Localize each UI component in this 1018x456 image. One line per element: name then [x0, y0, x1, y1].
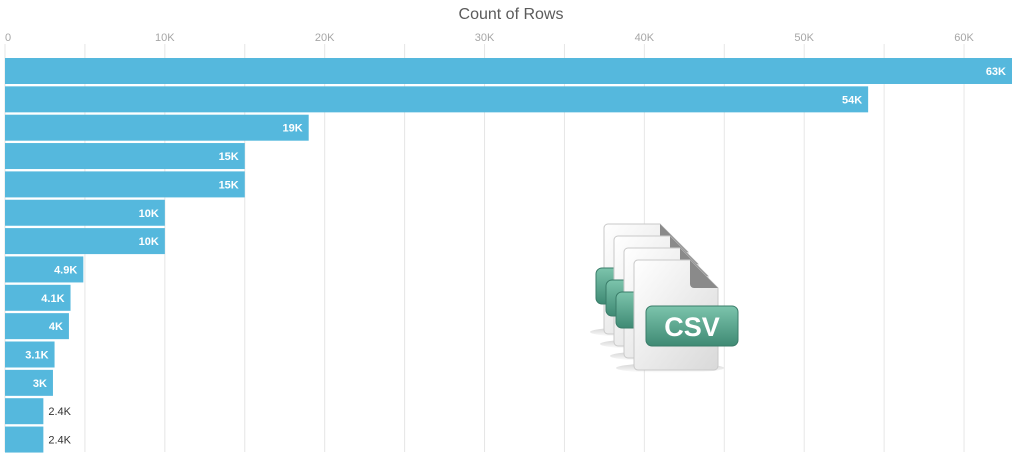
bar[interactable]: [5, 426, 44, 453]
csv-files-icon: CSV: [590, 223, 739, 373]
bar[interactable]: [5, 228, 165, 255]
bar[interactable]: [5, 313, 69, 340]
bar[interactable]: [5, 284, 71, 311]
bar[interactable]: [5, 369, 53, 396]
bar-data-label: 4K: [49, 321, 63, 333]
chart-title: Count of Rows: [459, 6, 564, 23]
bar-data-label: 15K: [219, 179, 239, 191]
bar-data-label: 54K: [842, 94, 862, 106]
bar[interactable]: [5, 341, 55, 368]
x-axis-ticks: 0 10K 20K 30K 40K 50K 60K: [5, 32, 974, 44]
bar[interactable]: [5, 256, 84, 283]
bar[interactable]: [5, 58, 1012, 84]
x-tick-label: 30K: [475, 32, 495, 44]
bar-data-label: 19K: [283, 123, 303, 135]
bar-data-label: 10K: [139, 208, 159, 220]
bar-data-label: 3K: [33, 378, 47, 390]
x-tick-label: 10K: [155, 32, 175, 44]
bar-data-label: 63K: [986, 66, 1006, 78]
bar-data-label: 10K: [139, 236, 159, 248]
x-tick-label: 20K: [315, 32, 335, 44]
bar-data-label: 4.9K: [54, 264, 77, 276]
bar[interactable]: [5, 398, 44, 425]
bar[interactable]: [5, 143, 245, 170]
bar-data-label: 2.4K: [48, 406, 71, 418]
bar-data-label: 4.1K: [41, 293, 64, 305]
bar[interactable]: [5, 199, 165, 226]
x-tick-label: 0: [5, 32, 11, 44]
csv-label: CSV: [664, 312, 720, 342]
bars: [5, 58, 1012, 453]
bar-data-label: 3.1K: [25, 350, 48, 362]
data-labels: 63K 54K 19K 15K 15K 10K 10K 4.9K 4.1K 4K 3.1K 3K 2.4…: [25, 66, 1006, 447]
bar[interactable]: [5, 86, 869, 113]
bar-data-label: 15K: [219, 151, 239, 163]
x-tick-label: 40K: [635, 32, 655, 44]
x-tick-label: 60K: [954, 32, 974, 44]
bar[interactable]: [5, 171, 245, 198]
bar[interactable]: [5, 114, 309, 141]
x-tick-label: 50K: [794, 32, 814, 44]
bar-data-label: 2.4K: [48, 435, 71, 447]
